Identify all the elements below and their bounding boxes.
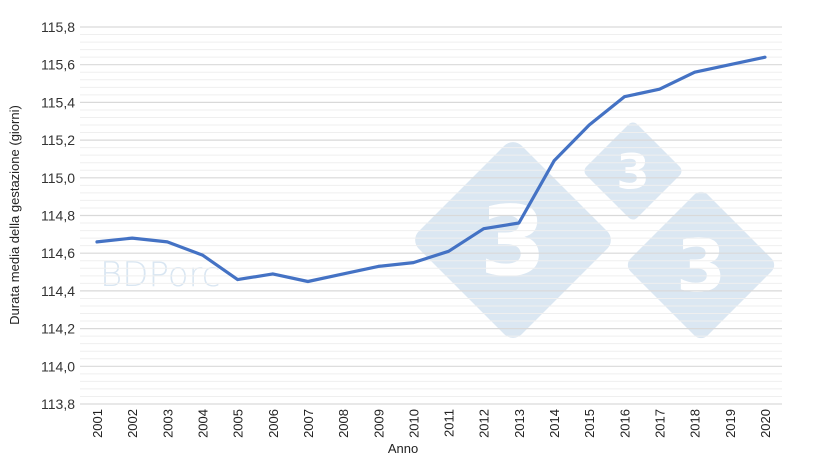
watermark-logo-diamond: 3 <box>415 142 611 338</box>
x-tick-label: 2013 <box>512 409 527 438</box>
x-tick-label: 2004 <box>195 409 210 438</box>
y-axis-title: Durata media della gestazione (giorni) <box>7 105 22 325</box>
y-tick-label: 115,8 <box>41 19 75 35</box>
x-tick-label: 2019 <box>723 409 738 438</box>
watermark-logo-diamond: 3 <box>627 191 775 339</box>
y-tick-label: 113,8 <box>41 396 75 412</box>
x-tick-label: 2015 <box>582 409 597 438</box>
svg-text:3: 3 <box>616 144 649 200</box>
x-tick-label: 2017 <box>653 409 668 438</box>
x-tick-label: 2011 <box>442 409 457 437</box>
x-tick-label: 2001 <box>90 409 105 438</box>
x-tick-label: 2009 <box>371 409 386 438</box>
y-axis-ticks: 113,8 114,0 114,2 114,4 114,6 114,8 115,0 115,2… <box>41 19 75 412</box>
x-tick-label: 2007 <box>301 409 316 438</box>
y-tick-label: 115,0 <box>41 170 75 186</box>
x-axis-ticks: 2001 2002 2003 2004 2005 2006 2007 2008 2009 2010… <box>90 409 773 438</box>
x-tick-label: 2003 <box>160 409 175 438</box>
watermark-text: BDPorc <box>100 255 220 295</box>
svg-text:3: 3 <box>480 186 547 298</box>
y-tick-label: 115,4 <box>41 94 75 110</box>
y-tick-label: 114,2 <box>41 321 75 337</box>
x-tick-label: 2006 <box>266 409 281 438</box>
x-tick-label: 2005 <box>231 409 246 438</box>
watermark: BDPorc 333 <box>100 122 775 339</box>
y-tick-label: 114,4 <box>41 283 75 299</box>
x-tick-label: 2018 <box>688 409 703 438</box>
x-tick-label: 2008 <box>336 409 351 438</box>
x-axis-title: Anno <box>388 441 418 456</box>
x-tick-label: 2012 <box>477 409 492 438</box>
y-tick-label: 114,0 <box>41 358 75 374</box>
y-tick-label: 114,8 <box>41 208 75 224</box>
x-tick-label: 2020 <box>758 409 773 438</box>
y-tick-label: 115,2 <box>41 132 75 148</box>
watermark-logo-diamond: 3 <box>584 122 682 220</box>
gridlines <box>80 26 782 405</box>
y-tick-label: 114,6 <box>41 245 75 261</box>
svg-text:3: 3 <box>676 224 726 308</box>
x-tick-label: 2010 <box>406 409 421 438</box>
series-line <box>95 55 767 284</box>
x-tick-label: 2016 <box>617 409 632 438</box>
x-tick-label: 2014 <box>547 409 562 438</box>
y-tick-label: 115,6 <box>41 57 75 73</box>
x-tick-label: 2002 <box>125 409 140 438</box>
data-series <box>95 55 767 284</box>
